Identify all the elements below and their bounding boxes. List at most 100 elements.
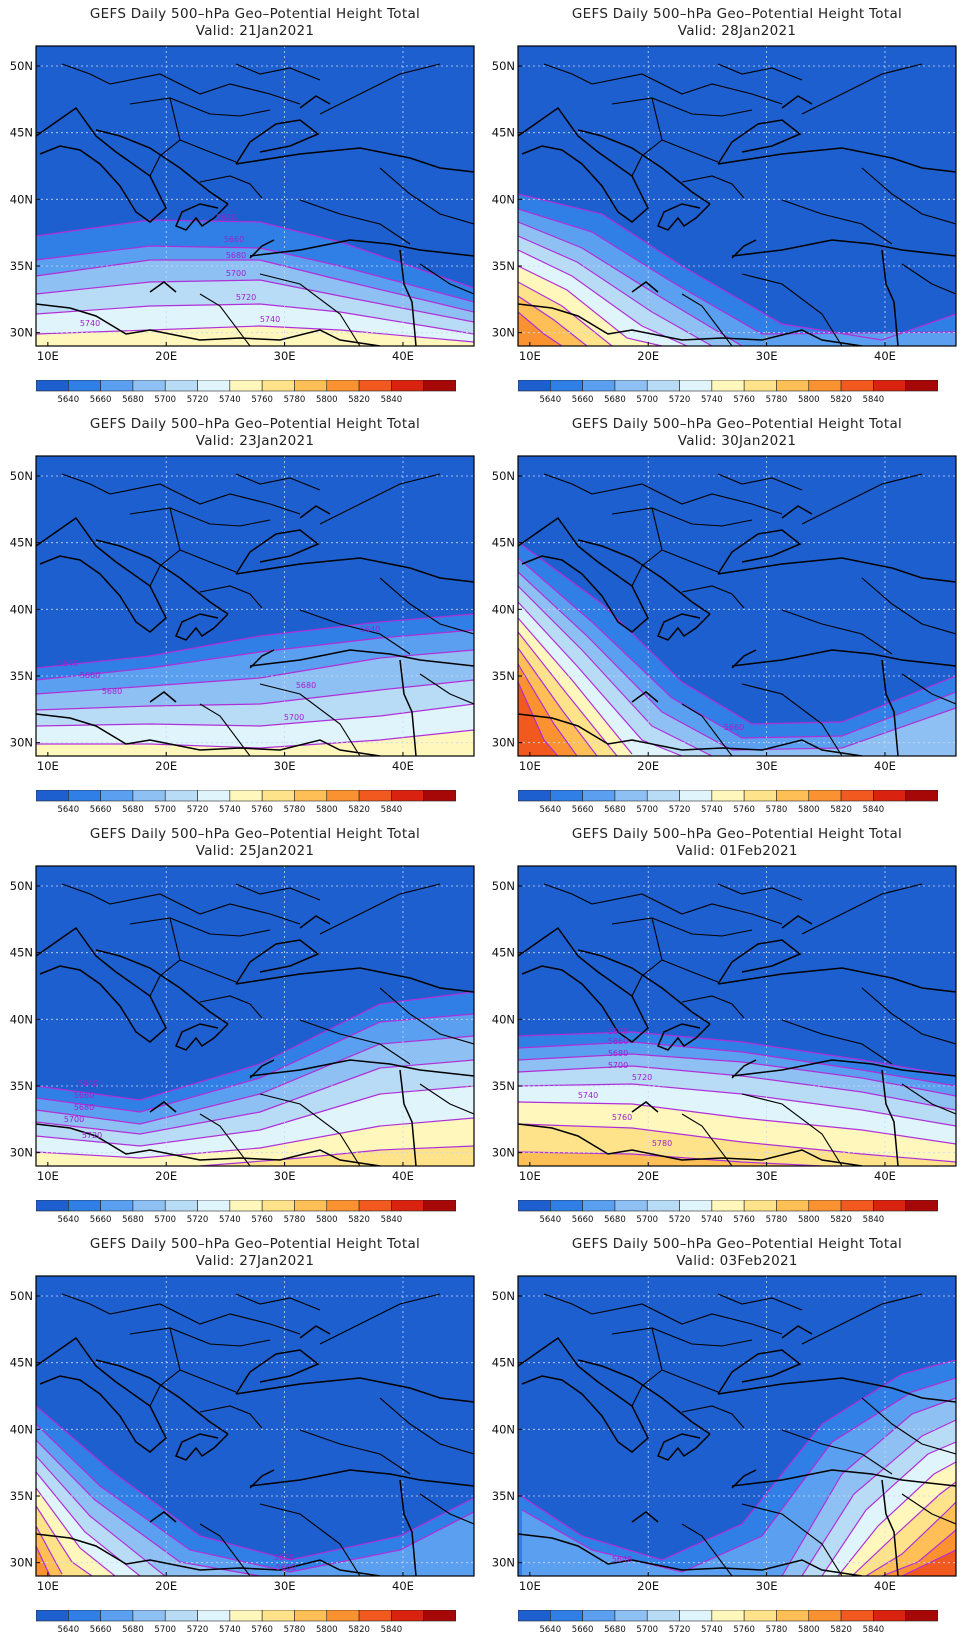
lon-tick-label: 30E — [756, 759, 778, 773]
contour-line — [518, 221, 743, 346]
coastline — [731, 1059, 956, 1077]
contour-label: 5640 — [274, 1553, 294, 1562]
coastline — [731, 649, 757, 669]
country-border — [319, 63, 441, 115]
coastline — [518, 926, 649, 1043]
country-border — [169, 917, 237, 983]
colorbar-label: 5660 — [90, 1215, 112, 1225]
coastline — [175, 203, 229, 231]
colorbar-swatch — [132, 1200, 166, 1212]
country-border — [299, 1019, 411, 1065]
contour-label: 5660 — [608, 1037, 628, 1046]
lon-tick-label: 40E — [392, 1169, 414, 1183]
colorbar-swatch — [164, 1200, 198, 1212]
contour-line — [36, 649, 474, 695]
colorbar-label: 5660 — [572, 395, 594, 405]
country-border — [235, 883, 321, 901]
country-border — [379, 1397, 474, 1455]
colorbar-label: 5700 — [154, 1215, 176, 1225]
colorbar-label: 5720 — [669, 805, 691, 815]
lat-tick-label: 30N — [10, 1146, 33, 1160]
colorbar-swatch — [391, 790, 424, 802]
colorbar-swatch — [518, 380, 551, 392]
country-border — [169, 97, 237, 163]
colorbar-swatch — [743, 1610, 777, 1622]
contour-line — [518, 1041, 956, 1087]
map-panel-23jan: GEFS Daily 500–hPa Geo–Potential Height … — [0, 410, 482, 820]
contour-line — [518, 235, 713, 346]
coastline — [36, 303, 381, 346]
coastline — [175, 1433, 229, 1461]
coastline — [249, 649, 275, 669]
panel-title-text: GEFS Daily 500–hPa Geo–Potential Height … — [89, 1236, 421, 1252]
country-border — [681, 703, 733, 756]
colorbar-label: 5840 — [381, 805, 403, 815]
lon-tick-label: 40E — [874, 1579, 896, 1593]
country-border — [149, 139, 181, 177]
colorbar-swatch — [905, 1200, 938, 1212]
colorbar-label: 5780 — [766, 395, 788, 405]
lon-tick-label: 30E — [274, 1579, 296, 1593]
colorbar-swatch — [808, 790, 842, 802]
contour-label: 5640 — [612, 1555, 632, 1564]
colorbar-label: 5840 — [381, 395, 403, 405]
country-border — [631, 1369, 663, 1407]
map-panel-30jan: GEFS Daily 500–hPa Geo–Potential Height … — [482, 410, 964, 820]
country-border — [861, 167, 956, 225]
lon-tick-label: 20E — [637, 1169, 659, 1183]
colorbar-label: 5800 — [798, 395, 820, 405]
contour-line — [518, 311, 563, 346]
colorbar-swatch — [358, 790, 392, 802]
contour-line — [36, 991, 474, 1101]
lon-tick-label: 10E — [519, 349, 541, 363]
colorbar-label: 5840 — [863, 1625, 885, 1635]
panel-title-text: GEFS Daily 500–hPa Geo–Potential Height … — [571, 416, 903, 432]
colorbar-swatch — [132, 380, 166, 392]
map-panel-28jan: GEFS Daily 500–hPa Geo–Potential Height … — [482, 0, 964, 410]
country-border — [109, 483, 301, 515]
panel-title: GEFS Daily 500–hPa Geo–Potential Height … — [518, 826, 956, 860]
panel-title: GEFS Daily 500–hPa Geo–Potential Height … — [36, 6, 474, 40]
contour-label: 5660 — [724, 723, 744, 732]
lat-tick-label: 40N — [10, 1422, 33, 1436]
coastline — [518, 106, 649, 223]
lon-tick-label: 30E — [756, 349, 778, 363]
lat-tick-label: 35N — [10, 669, 33, 683]
colorbar-swatch — [423, 1200, 456, 1212]
country-border — [681, 995, 745, 1019]
colorbar-swatch — [358, 380, 392, 392]
colorbar-swatch — [679, 1610, 713, 1622]
contour-label: 5680 — [102, 687, 122, 696]
contour-line — [36, 259, 474, 313]
panel-title-text: GEFS Daily 500–hPa Geo–Potential Height … — [571, 826, 903, 842]
lat-tick-label: 50N — [492, 59, 515, 73]
coastline — [657, 203, 711, 231]
coastline — [399, 1069, 417, 1166]
coastline — [717, 147, 956, 173]
contour-line — [36, 1059, 474, 1135]
colorbar-swatch — [326, 380, 360, 392]
panel-title-text: GEFS Daily 500–hPa Geo–Potential Height … — [89, 826, 421, 842]
country-border — [259, 1093, 361, 1166]
coastline — [299, 915, 331, 929]
coastline — [657, 1433, 711, 1461]
colorbar-swatch — [229, 790, 263, 802]
colorbar-swatch — [229, 380, 263, 392]
country-border — [199, 1523, 251, 1576]
country-border — [741, 683, 843, 756]
lat-tick-label: 35N — [492, 259, 515, 273]
colorbar-swatch — [614, 1200, 648, 1212]
country-border — [861, 987, 956, 1045]
lon-tick-label: 10E — [37, 759, 59, 773]
coastline — [518, 1123, 863, 1166]
panel-title: GEFS Daily 500–hPa Geo–Potential Height … — [36, 1236, 474, 1270]
lon-tick-label: 30E — [274, 1169, 296, 1183]
colorbar-label: 5640 — [57, 805, 79, 815]
contour-label: 5740 — [578, 1091, 598, 1100]
colorbar-swatch — [582, 380, 616, 392]
contour-line — [518, 585, 713, 756]
country-border — [717, 473, 803, 491]
country-border — [129, 917, 271, 937]
colorbar-label: 5660 — [572, 805, 594, 815]
lat-tick-label: 40N — [492, 192, 515, 206]
